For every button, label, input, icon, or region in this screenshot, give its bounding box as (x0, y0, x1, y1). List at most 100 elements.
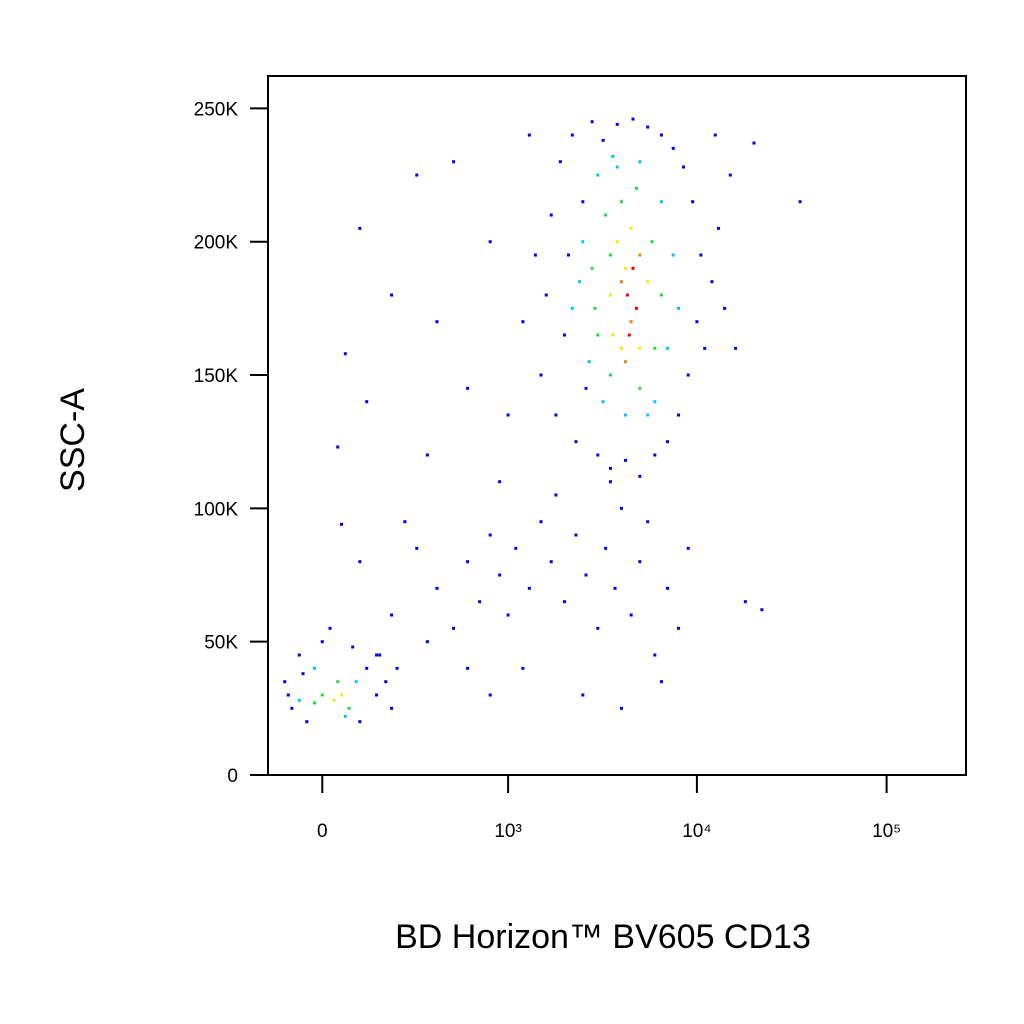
point (498, 480, 502, 484)
point (611, 333, 615, 337)
point (390, 293, 394, 297)
point (671, 146, 675, 150)
point (343, 714, 347, 718)
point (320, 640, 324, 644)
point (590, 120, 594, 124)
y-tick-label: 250K (194, 99, 239, 120)
point (290, 706, 294, 710)
point (631, 117, 635, 121)
point (619, 506, 623, 510)
y-tick-label: 0 (227, 766, 238, 787)
point (596, 173, 600, 177)
point (574, 533, 578, 537)
point (623, 360, 627, 364)
point (340, 693, 344, 697)
plot-frame (267, 75, 967, 776)
point (390, 613, 394, 617)
point (378, 653, 382, 657)
point (584, 386, 588, 390)
point (677, 306, 681, 310)
point (682, 165, 686, 169)
point (638, 346, 642, 350)
point (558, 160, 562, 164)
point (677, 413, 681, 417)
point (650, 240, 654, 244)
point (358, 720, 362, 724)
point (638, 386, 642, 390)
point (435, 586, 439, 590)
x-tick-label: 10⁴ (682, 821, 711, 842)
point (340, 522, 344, 526)
point (629, 226, 633, 230)
point (581, 240, 585, 244)
point (646, 520, 650, 524)
point (623, 458, 627, 462)
point (686, 546, 690, 550)
point (466, 386, 470, 390)
point (395, 666, 399, 670)
point (653, 400, 657, 404)
point (666, 346, 670, 350)
point (608, 373, 612, 377)
point (581, 200, 585, 204)
point (596, 626, 600, 630)
point (713, 133, 717, 137)
point (743, 600, 747, 604)
point (734, 346, 738, 350)
point (425, 640, 429, 644)
point (625, 293, 629, 297)
point (375, 653, 379, 657)
point (358, 560, 362, 564)
point (478, 600, 482, 604)
point (631, 266, 635, 270)
point (590, 266, 594, 270)
point (539, 373, 543, 377)
point (466, 560, 470, 564)
point (604, 546, 608, 550)
point (615, 122, 619, 126)
point (570, 133, 574, 137)
point (358, 226, 362, 230)
point (563, 600, 567, 604)
point (332, 698, 336, 702)
point (297, 653, 301, 657)
point (527, 586, 531, 590)
point (343, 352, 347, 356)
point (328, 626, 332, 630)
point (666, 586, 670, 590)
point (615, 165, 619, 169)
y-tick-label: 50K (204, 633, 238, 654)
point (539, 520, 543, 524)
point (723, 306, 727, 310)
point (760, 608, 764, 612)
point (365, 666, 369, 670)
point (365, 400, 369, 404)
point (506, 413, 510, 417)
point (703, 346, 707, 350)
point (619, 706, 623, 710)
point (574, 440, 578, 444)
point (527, 133, 531, 137)
point (695, 320, 699, 324)
point (659, 200, 663, 204)
point (452, 160, 456, 164)
point (634, 306, 638, 310)
x-axis-label: BD Horizon™ BV605 CD13 (395, 918, 811, 956)
point (384, 680, 388, 684)
point (798, 200, 802, 204)
point (646, 280, 650, 284)
point (638, 160, 642, 164)
point (554, 413, 558, 417)
point (638, 474, 642, 478)
point (488, 240, 492, 244)
point (403, 520, 407, 524)
y-axis-label: SSC-A (54, 388, 92, 492)
point (619, 280, 623, 284)
point (638, 253, 642, 257)
point (686, 373, 690, 377)
point (653, 453, 657, 457)
point (671, 253, 675, 257)
point (717, 226, 721, 230)
point (452, 626, 456, 630)
